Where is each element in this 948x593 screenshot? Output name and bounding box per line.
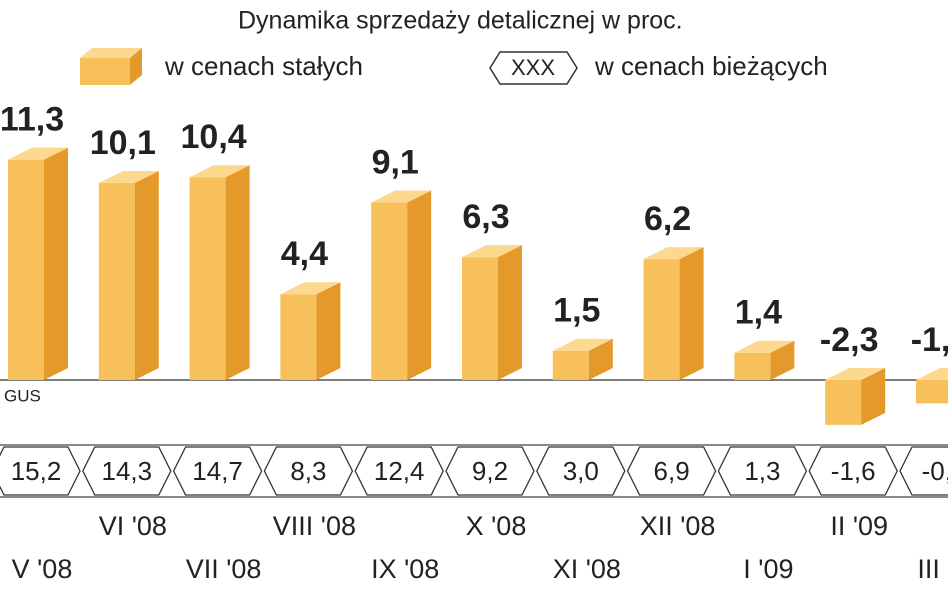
current-price-box: [536, 446, 626, 496]
current-price-label: 14,3: [101, 456, 152, 486]
bar-top: [552, 338, 613, 351]
current-price-box: [354, 446, 444, 496]
bar: [8, 159, 44, 380]
legend-icon: [80, 48, 142, 58]
bar-top: [825, 368, 886, 380]
x-tick-label: X '08: [466, 511, 527, 541]
bar-side: [225, 165, 250, 380]
x-tick-label: VII '08: [186, 554, 262, 584]
bar-side: [498, 245, 522, 380]
current-price-label: 1,3: [744, 456, 780, 486]
current-price-box: [0, 446, 81, 496]
current-price-box: [445, 446, 535, 496]
bar-side: [861, 368, 886, 425]
x-tick-label: II '09: [830, 511, 888, 541]
bar-side: [134, 171, 159, 380]
x-tick-label: XII '08: [640, 511, 716, 541]
current-price-label: 12,4: [374, 456, 425, 486]
value-label: 11,3: [0, 101, 64, 139]
value-label: 6,3: [462, 198, 509, 236]
bar-side: [44, 147, 68, 380]
current-price-label: 3,0: [563, 456, 599, 486]
bar-side: [770, 340, 795, 380]
x-tick-label: V '08: [12, 554, 73, 584]
current-price-box: [626, 446, 717, 496]
current-price-label: 15,2: [11, 456, 62, 486]
current-price-label: 14,7: [192, 456, 243, 486]
bar-side: [316, 282, 341, 380]
x-tick-label: I '09: [743, 554, 793, 584]
current-price-label: -0,5: [922, 456, 948, 486]
value-label: 1,4: [735, 294, 782, 332]
current-price-box: [717, 446, 808, 496]
bar: [916, 380, 948, 404]
bar: [825, 380, 862, 425]
legend-icon: [489, 51, 578, 85]
bar: [552, 350, 589, 380]
value-label: 6,2: [644, 200, 691, 238]
bar-side: [588, 338, 613, 380]
current-price-box: [808, 446, 898, 496]
value-label: 4,4: [281, 235, 328, 273]
value-label: 10,4: [181, 118, 247, 156]
legend-icon: [80, 58, 130, 85]
bar-top: [916, 368, 948, 380]
bar-top: [643, 247, 704, 260]
value-label: -1,2: [911, 321, 948, 359]
bar: [98, 183, 135, 380]
value-label: -2,3: [820, 321, 879, 359]
current-price-box: [172, 446, 263, 496]
bar: [734, 352, 771, 380]
current-price-box: [899, 446, 948, 496]
bar-side: [407, 190, 432, 380]
current-price-box: [263, 446, 354, 496]
bar-top: [371, 190, 432, 203]
legend: w cenach stałych XXX w cenach bieżących: [80, 48, 828, 85]
chart-title: Dynamika sprzedaży detalicznej w proc.: [238, 7, 683, 35]
legend-label: w cenach bieżących: [594, 51, 828, 81]
source: GUS: [4, 386, 41, 405]
bar-top: [734, 340, 795, 353]
value-label: 9,1: [372, 144, 419, 182]
bar: [280, 294, 317, 380]
legend-label: w cenach stałych: [164, 51, 363, 81]
bar: [189, 177, 226, 380]
current-price-label: 8,3: [290, 456, 326, 486]
x-tick-label: III '09: [917, 554, 948, 584]
x-tick-label: VIII '08: [273, 511, 356, 541]
bar: [643, 259, 680, 380]
bar-top: [462, 245, 522, 258]
current-price-label: 6,9: [654, 456, 690, 486]
x-tick-label: XI '08: [553, 554, 621, 584]
bar-top: [8, 147, 68, 160]
value-label: 10,1: [90, 124, 156, 162]
bar: [462, 257, 498, 380]
legend-sample: XXX: [511, 55, 555, 80]
current-price-label: -1,6: [831, 456, 876, 486]
bar: [371, 202, 408, 380]
legend-icon: [130, 48, 142, 85]
value-label: 1,5: [553, 292, 600, 330]
current-price-box: [82, 446, 172, 496]
bar-top: [189, 165, 250, 178]
bar-side: [679, 247, 704, 380]
bar-top: [98, 171, 159, 184]
current-price-label: 9,2: [472, 456, 508, 486]
x-tick-label: IX '08: [371, 554, 439, 584]
bar-top: [280, 282, 341, 295]
x-tick-label: VI '08: [99, 511, 167, 541]
